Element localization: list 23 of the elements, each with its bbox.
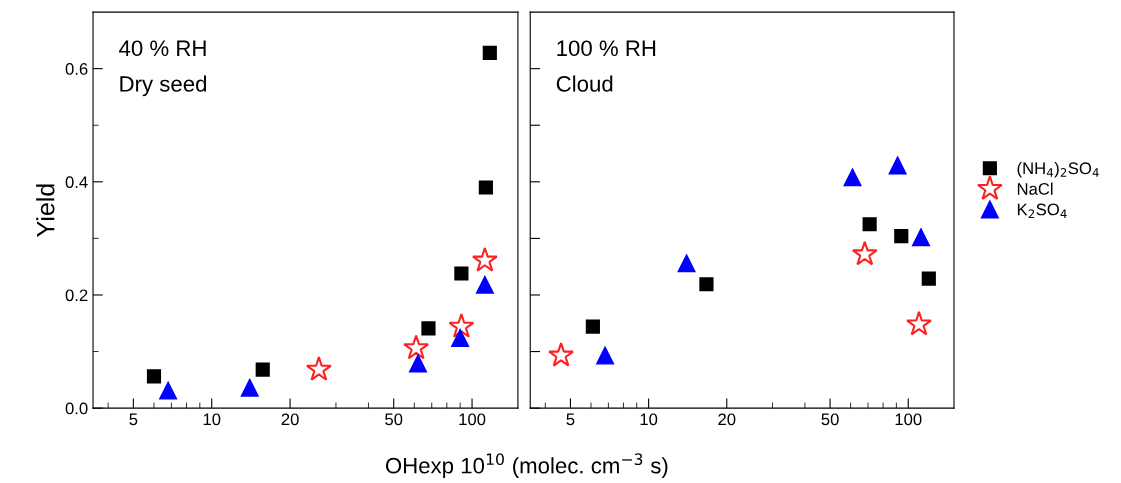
x-tick-label: 100 [895,413,922,426]
annotation: 40 % RH [119,40,206,57]
x-tick-label: 20 [281,413,299,426]
x-tick-label: 50 [385,413,403,426]
x-tick-label: 10 [203,413,221,426]
x-tick-label: 5 [129,413,138,426]
annotation: 100 % RH [557,40,656,57]
y-tick-label: 0.0 [65,402,88,415]
y-tick-label: 0.4 [65,176,88,189]
y-axis-title: Yield [36,184,55,237]
x-tick-label: 50 [821,413,839,426]
annotation: Cloud [556,75,613,92]
legend-label: K$_{2}$SO$_{4}$ [1017,203,1067,218]
x-tick-label: 5 [566,413,575,426]
x-tick-label: 10 [640,413,658,426]
annotation: Dry seed [120,75,207,97]
x-axis-title: OHexp 10$^{10}$ (molec. cm$^{−3}$ s) [385,453,668,478]
x-tick-label: 100 [459,413,486,426]
legend-label: (NH$_{4}$)$_{2}$SO$_{4}$ [1017,161,1099,178]
y-tick-label: 0.6 [65,63,88,75]
x-tick-label: 20 [718,413,736,426]
legend-label: NaCl [1017,182,1053,195]
y-tick-label: 0.2 [65,289,88,302]
